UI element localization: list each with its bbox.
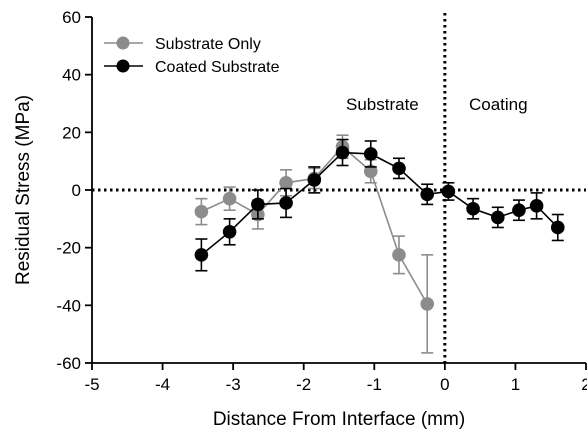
- x-tick-label: 1: [511, 375, 520, 394]
- y-tick-label: -40: [56, 296, 81, 315]
- data-point: [307, 173, 322, 187]
- annotation-substrate: Substrate: [346, 95, 419, 114]
- x-tick-label: -2: [296, 375, 311, 394]
- data-point: [279, 175, 293, 190]
- data-point: [222, 225, 237, 239]
- series-coated-substrate: [194, 138, 565, 272]
- data-point: [392, 161, 406, 176]
- y-tick-label: 60: [62, 8, 81, 27]
- legend-marker-substrate-only: [116, 36, 130, 50]
- data-point: [529, 199, 544, 213]
- data-point: [512, 203, 526, 217]
- data-point: [251, 197, 265, 212]
- x-axis-title: Distance From Interface (mm): [213, 409, 465, 430]
- data-point: [194, 248, 209, 262]
- data-point: [279, 196, 293, 210]
- x-tick-label: -1: [367, 375, 382, 394]
- legend-item-coated-substrate: Coated Substrate: [104, 59, 280, 76]
- data-point: [550, 220, 565, 235]
- x-tick-label: -4: [155, 375, 170, 394]
- data-point: [363, 164, 378, 179]
- legend-label-substrate-only: Substrate Only: [155, 36, 261, 53]
- legend: Substrate Only Coated Substrate: [104, 36, 280, 76]
- data-point: [420, 297, 435, 311]
- axes: -60 -40 -20 0 20 40 60 -5 -4 -3 -2 -1 0 1 2: [56, 8, 587, 394]
- data-point: [490, 210, 505, 225]
- series-layer: [194, 134, 565, 354]
- data-point: [466, 201, 480, 216]
- x-tick-label: -3: [226, 375, 241, 394]
- y-tick-label: -60: [56, 354, 81, 373]
- legend-label-coated-substrate: Coated Substrate: [155, 59, 280, 76]
- data-point: [441, 184, 456, 199]
- y-tick-label: -20: [56, 239, 81, 258]
- y-tick-label: 40: [62, 66, 81, 85]
- plot-area: -60 -40 -20 0 20 40 60 -5 -4 -3 -2 -1 0 1 2: [56, 8, 587, 394]
- data-point: [420, 187, 435, 202]
- y-tick-label: 20: [62, 123, 81, 142]
- y-tick-label: 0: [72, 181, 81, 200]
- x-tick-label: 2: [581, 375, 587, 394]
- legend-item-substrate-only: Substrate Only: [104, 36, 261, 53]
- data-point: [194, 204, 209, 219]
- x-tick-label: -5: [84, 375, 99, 394]
- data-point: [392, 248, 406, 262]
- y-axis-title: Residual Stress (MPa): [13, 95, 34, 285]
- annotation-coating: Coating: [469, 95, 528, 114]
- data-point: [363, 147, 378, 161]
- legend-marker-coated-substrate: [116, 59, 130, 73]
- x-tick-label: 0: [440, 375, 449, 394]
- data-point: [222, 191, 237, 206]
- data-point: [335, 145, 350, 160]
